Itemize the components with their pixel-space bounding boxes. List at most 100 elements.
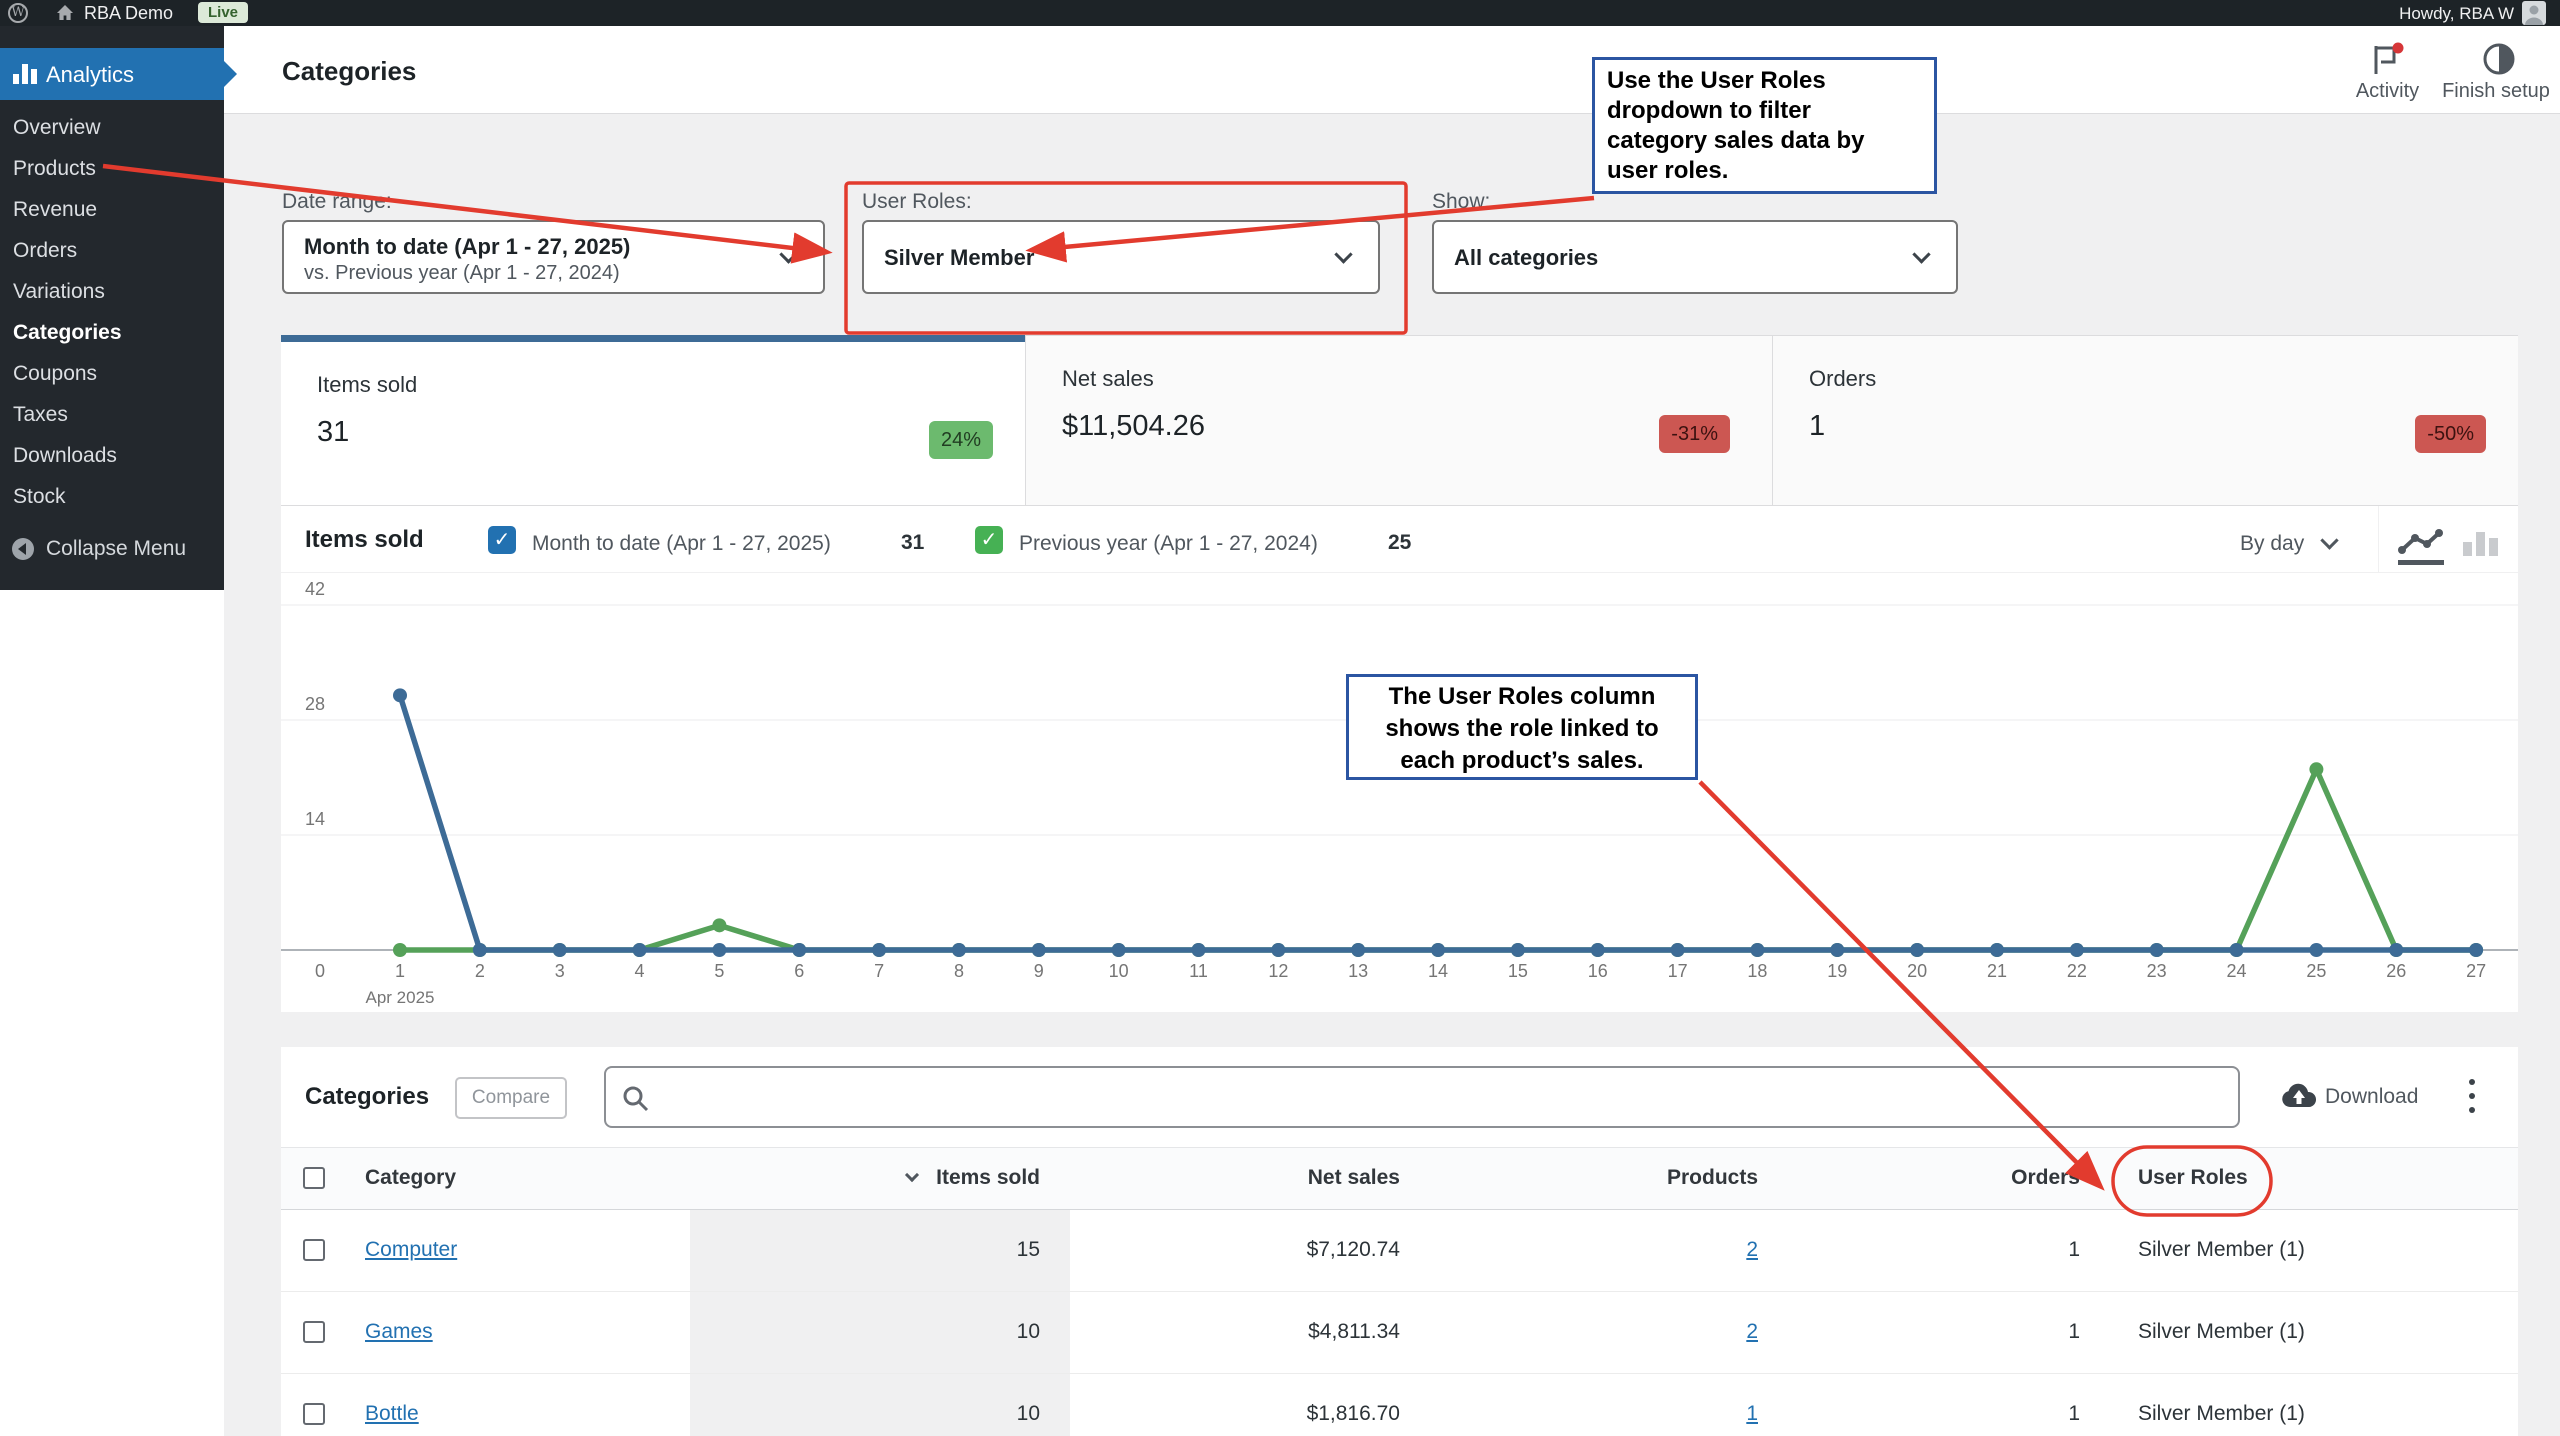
- data-point[interactable]: [553, 943, 567, 957]
- interval-select[interactable]: By day: [2240, 532, 2304, 556]
- collapse-arrow-icon: [12, 538, 34, 560]
- sidebar-item-downloads[interactable]: Downloads: [0, 435, 224, 476]
- data-point[interactable]: [2309, 943, 2323, 957]
- x-axis-tick-label: 23: [2147, 961, 2167, 981]
- sidebar-item-coupons[interactable]: Coupons: [0, 353, 224, 394]
- collapse-menu-button[interactable]: Collapse Menu: [0, 527, 224, 571]
- y-axis-tick-label: 42: [305, 579, 325, 599]
- row-checkbox[interactable]: [303, 1321, 325, 1343]
- user-roles-cell: Silver Member (1): [2138, 1238, 2305, 1262]
- kpi-card-orders[interactable]: Orders 1 -50%: [1773, 335, 2518, 506]
- data-point[interactable]: [1910, 943, 1924, 957]
- legend-checkbox-previous[interactable]: ✓: [975, 526, 1003, 554]
- kpi-card-net-sales[interactable]: Net sales $11,504.26 -31%: [1026, 335, 1772, 506]
- wordpress-logo-icon[interactable]: W: [8, 3, 28, 23]
- category-link[interactable]: Games: [365, 1320, 433, 1343]
- line-chart-view-icon[interactable]: [2398, 528, 2444, 568]
- user-roles-dropdown[interactable]: Silver Member: [862, 220, 1380, 294]
- data-point[interactable]: [952, 943, 966, 957]
- data-point[interactable]: [2389, 943, 2403, 957]
- data-point[interactable]: [712, 918, 726, 932]
- data-point[interactable]: [2150, 943, 2164, 957]
- data-point[interactable]: [1431, 943, 1445, 957]
- data-point[interactable]: [1750, 943, 1764, 957]
- data-point[interactable]: [792, 943, 806, 957]
- bar-chart-view-icon[interactable]: [2461, 528, 2501, 568]
- category-link[interactable]: Bottle: [365, 1402, 419, 1425]
- user-roles-cell: Silver Member (1): [2138, 1320, 2305, 1344]
- data-point[interactable]: [393, 688, 407, 702]
- sidebar-item-revenue[interactable]: Revenue: [0, 189, 224, 230]
- x-axis-tick-label: 21: [1987, 961, 2007, 981]
- data-point[interactable]: [1511, 943, 1525, 957]
- category-link[interactable]: Computer: [365, 1238, 457, 1261]
- data-point[interactable]: [712, 943, 726, 957]
- data-point[interactable]: [1032, 943, 1046, 957]
- products-link[interactable]: 2: [1746, 1320, 1758, 1343]
- column-header-user-roles[interactable]: User Roles: [2138, 1166, 2248, 1190]
- compare-button[interactable]: Compare: [455, 1077, 567, 1119]
- search-box[interactable]: [604, 1066, 2240, 1128]
- ellipsis-menu-icon[interactable]: [2457, 1073, 2487, 1121]
- category-cell: Computer: [365, 1238, 457, 1262]
- column-header-orders[interactable]: Orders: [1880, 1166, 2080, 1190]
- data-point[interactable]: [1830, 943, 1844, 957]
- row-checkbox[interactable]: [303, 1239, 325, 1261]
- finish-setup-progress-icon[interactable]: [2482, 42, 2516, 76]
- sidebar-app-label: Analytics: [46, 62, 134, 88]
- column-header-items-sold[interactable]: Items sold: [840, 1166, 1040, 1190]
- sidebar-item-categories[interactable]: Categories: [0, 312, 224, 353]
- site-name-link[interactable]: RBA Demo: [84, 3, 173, 24]
- items-sold-line-chart[interactable]: 1428420123456789101112131415161718192021…: [281, 573, 2518, 1012]
- sidebar-item-products[interactable]: Products: [0, 148, 224, 189]
- column-header-products[interactable]: Products: [1558, 1166, 1758, 1190]
- kpi-card-items-sold[interactable]: Items sold 31 24%: [281, 335, 1025, 506]
- data-point[interactable]: [2230, 943, 2244, 957]
- column-header-category[interactable]: Category: [365, 1166, 456, 1190]
- kpi-label: Net sales: [1062, 366, 1154, 392]
- data-point[interactable]: [2469, 943, 2483, 957]
- products-link[interactable]: 1: [1746, 1402, 1758, 1425]
- sidebar-item-orders[interactable]: Orders: [0, 230, 224, 271]
- data-point[interactable]: [1112, 943, 1126, 957]
- show-dropdown[interactable]: All categories: [1432, 220, 1958, 294]
- search-input[interactable]: [656, 1072, 2216, 1122]
- data-point[interactable]: [1351, 943, 1365, 957]
- sidebar-item-stock[interactable]: Stock: [0, 476, 224, 517]
- kpi-delta-badge: -31%: [1659, 415, 1730, 453]
- data-point[interactable]: [1192, 943, 1206, 957]
- activity-flag-icon[interactable]: [2368, 42, 2408, 78]
- table-title: Categories: [305, 1083, 429, 1111]
- sidebar-item-taxes[interactable]: Taxes: [0, 394, 224, 435]
- date-range-dropdown[interactable]: Month to date (Apr 1 - 27, 2025) vs. Pre…: [282, 220, 825, 294]
- select-all-checkbox[interactable]: [303, 1167, 325, 1189]
- items-sold-cell: 15: [840, 1238, 1040, 1262]
- x-axis-tick-label: 4: [635, 961, 645, 981]
- legend-checkbox-current[interactable]: ✓: [488, 526, 516, 554]
- finish-setup-button[interactable]: Finish setup: [2432, 80, 2560, 103]
- products-link[interactable]: 2: [1746, 1238, 1758, 1261]
- x-axis-tick-label: 6: [794, 961, 804, 981]
- x-axis-tick-label: 1: [395, 961, 405, 981]
- column-header-net-sales[interactable]: Net sales: [1200, 1166, 1400, 1190]
- howdy-account-link[interactable]: Howdy, RBA W: [2399, 4, 2514, 24]
- data-point[interactable]: [2070, 943, 2084, 957]
- data-point[interactable]: [1271, 943, 1285, 957]
- data-point[interactable]: [872, 943, 886, 957]
- sidebar-item-overview[interactable]: Overview: [0, 107, 224, 148]
- data-point[interactable]: [633, 943, 647, 957]
- data-point[interactable]: [1591, 943, 1605, 957]
- sidebar-item-variations[interactable]: Variations: [0, 271, 224, 312]
- download-button[interactable]: Download: [2281, 1077, 2461, 1119]
- activity-button[interactable]: Activity: [2340, 80, 2435, 103]
- data-point[interactable]: [473, 943, 487, 957]
- avatar[interactable]: [2522, 1, 2546, 25]
- data-point[interactable]: [1671, 943, 1685, 957]
- x-axis-tick-label: 3: [555, 961, 565, 981]
- data-point[interactable]: [2309, 762, 2323, 776]
- data-point[interactable]: [1990, 943, 2004, 957]
- sidebar-item-analytics[interactable]: Analytics: [0, 48, 224, 100]
- row-checkbox[interactable]: [303, 1403, 325, 1425]
- home-icon[interactable]: [56, 4, 74, 22]
- data-point[interactable]: [393, 943, 407, 957]
